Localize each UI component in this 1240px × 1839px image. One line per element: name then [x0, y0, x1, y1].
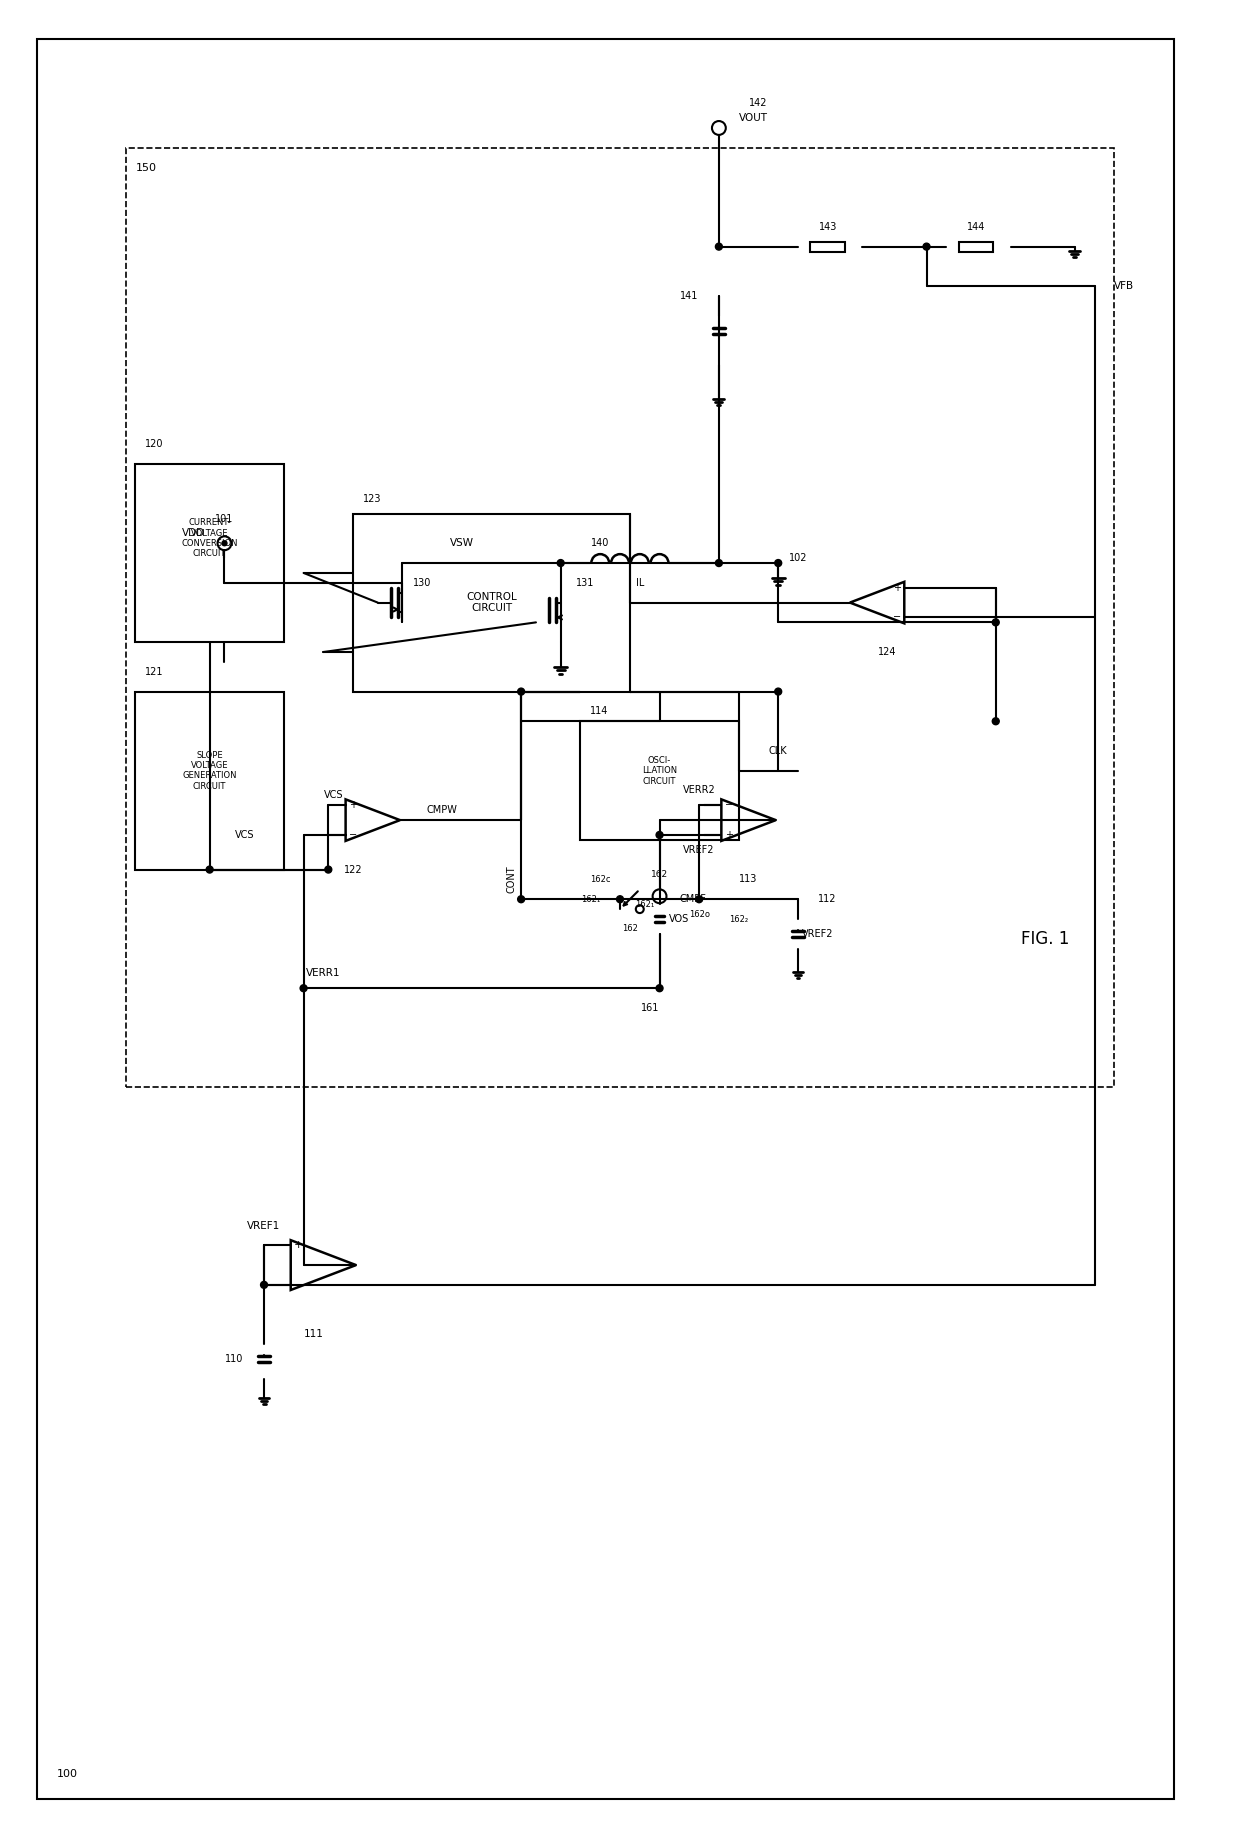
- Text: 111: 111: [304, 1330, 324, 1339]
- Text: VDD: VDD: [181, 528, 205, 539]
- Text: −: −: [724, 800, 733, 811]
- Text: 122: 122: [343, 864, 362, 875]
- Text: CONTROL
CIRCUIT: CONTROL CIRCUIT: [466, 592, 517, 614]
- Text: VERR1: VERR1: [306, 969, 341, 978]
- Text: CURRENT-
VOLTAGE
CONVERSION
CIRCUIT: CURRENT- VOLTAGE CONVERSION CIRCUIT: [181, 519, 238, 559]
- Text: 102: 102: [789, 554, 807, 563]
- Circle shape: [992, 717, 999, 725]
- Circle shape: [260, 1282, 268, 1289]
- Text: CONT: CONT: [506, 866, 516, 894]
- Text: IL: IL: [636, 577, 644, 588]
- Circle shape: [715, 559, 723, 566]
- Text: 161: 161: [641, 1002, 658, 1013]
- Text: −: −: [294, 1280, 304, 1289]
- Circle shape: [616, 896, 624, 903]
- Text: +: +: [294, 1239, 304, 1251]
- Text: 141: 141: [680, 291, 698, 302]
- Text: 131: 131: [577, 577, 594, 588]
- Text: 100: 100: [56, 1769, 77, 1780]
- Text: 162₂: 162₂: [729, 914, 748, 923]
- Text: CMPF: CMPF: [680, 894, 707, 905]
- Text: VSW: VSW: [450, 539, 474, 548]
- Circle shape: [923, 243, 930, 250]
- Circle shape: [656, 831, 663, 839]
- Bar: [580, 721, 739, 840]
- Text: 130: 130: [413, 577, 432, 588]
- Text: +: +: [724, 829, 733, 840]
- Text: 120: 120: [145, 440, 164, 449]
- Text: 124: 124: [878, 647, 897, 657]
- Bar: [135, 463, 284, 642]
- Bar: [353, 513, 630, 691]
- Text: VOS: VOS: [670, 914, 689, 923]
- Text: OSCI-
LLATION
CIRCUIT: OSCI- LLATION CIRCUIT: [642, 756, 677, 785]
- Text: 150: 150: [135, 162, 156, 173]
- Text: 121: 121: [145, 668, 164, 677]
- Text: FIG. 1: FIG. 1: [1021, 931, 1069, 947]
- Text: −: −: [348, 829, 357, 840]
- Text: +: +: [348, 800, 357, 811]
- Circle shape: [325, 866, 332, 874]
- Text: VCS: VCS: [234, 829, 254, 840]
- Text: VREF2: VREF2: [683, 844, 714, 855]
- Text: 142: 142: [749, 97, 768, 109]
- Text: 162: 162: [651, 870, 668, 879]
- Circle shape: [656, 984, 663, 991]
- Text: VCS: VCS: [324, 791, 343, 800]
- Text: 162₁: 162₁: [580, 896, 600, 903]
- Text: +: +: [893, 583, 901, 592]
- Circle shape: [775, 559, 781, 566]
- Text: VERR2: VERR2: [683, 785, 715, 796]
- Text: CLK: CLK: [769, 747, 787, 756]
- Bar: [811, 241, 844, 252]
- Circle shape: [300, 984, 308, 991]
- Text: VOUT: VOUT: [739, 112, 768, 123]
- Text: 113: 113: [739, 875, 758, 885]
- Bar: [135, 691, 284, 870]
- Circle shape: [775, 688, 781, 695]
- Text: 114: 114: [590, 706, 609, 717]
- Circle shape: [992, 620, 999, 625]
- Circle shape: [696, 896, 703, 903]
- Text: 110: 110: [226, 1354, 243, 1365]
- Bar: [125, 147, 1115, 1087]
- Text: VREF2: VREF2: [802, 929, 833, 940]
- Circle shape: [206, 866, 213, 874]
- Circle shape: [222, 541, 227, 546]
- Text: 162o: 162o: [688, 910, 709, 918]
- Text: 123: 123: [363, 493, 382, 504]
- Text: 144: 144: [967, 223, 985, 232]
- Text: 112: 112: [818, 894, 837, 905]
- Circle shape: [517, 896, 525, 903]
- Circle shape: [715, 243, 723, 250]
- Text: CMPW: CMPW: [427, 805, 458, 815]
- Text: VFB: VFB: [1115, 281, 1135, 291]
- Text: VREF1: VREF1: [248, 1221, 280, 1230]
- Bar: [959, 241, 993, 252]
- Text: 140: 140: [591, 539, 609, 548]
- Text: −: −: [893, 612, 901, 622]
- Text: 143: 143: [818, 223, 837, 232]
- Circle shape: [557, 559, 564, 566]
- Text: 162₁: 162₁: [635, 899, 655, 908]
- Text: 162c: 162c: [590, 875, 610, 885]
- Text: 101: 101: [216, 513, 233, 524]
- Text: SLOPE
VOLTAGE
GENERATION
CIRCUIT: SLOPE VOLTAGE GENERATION CIRCUIT: [182, 750, 237, 791]
- Circle shape: [517, 688, 525, 695]
- Text: 162: 162: [622, 925, 637, 934]
